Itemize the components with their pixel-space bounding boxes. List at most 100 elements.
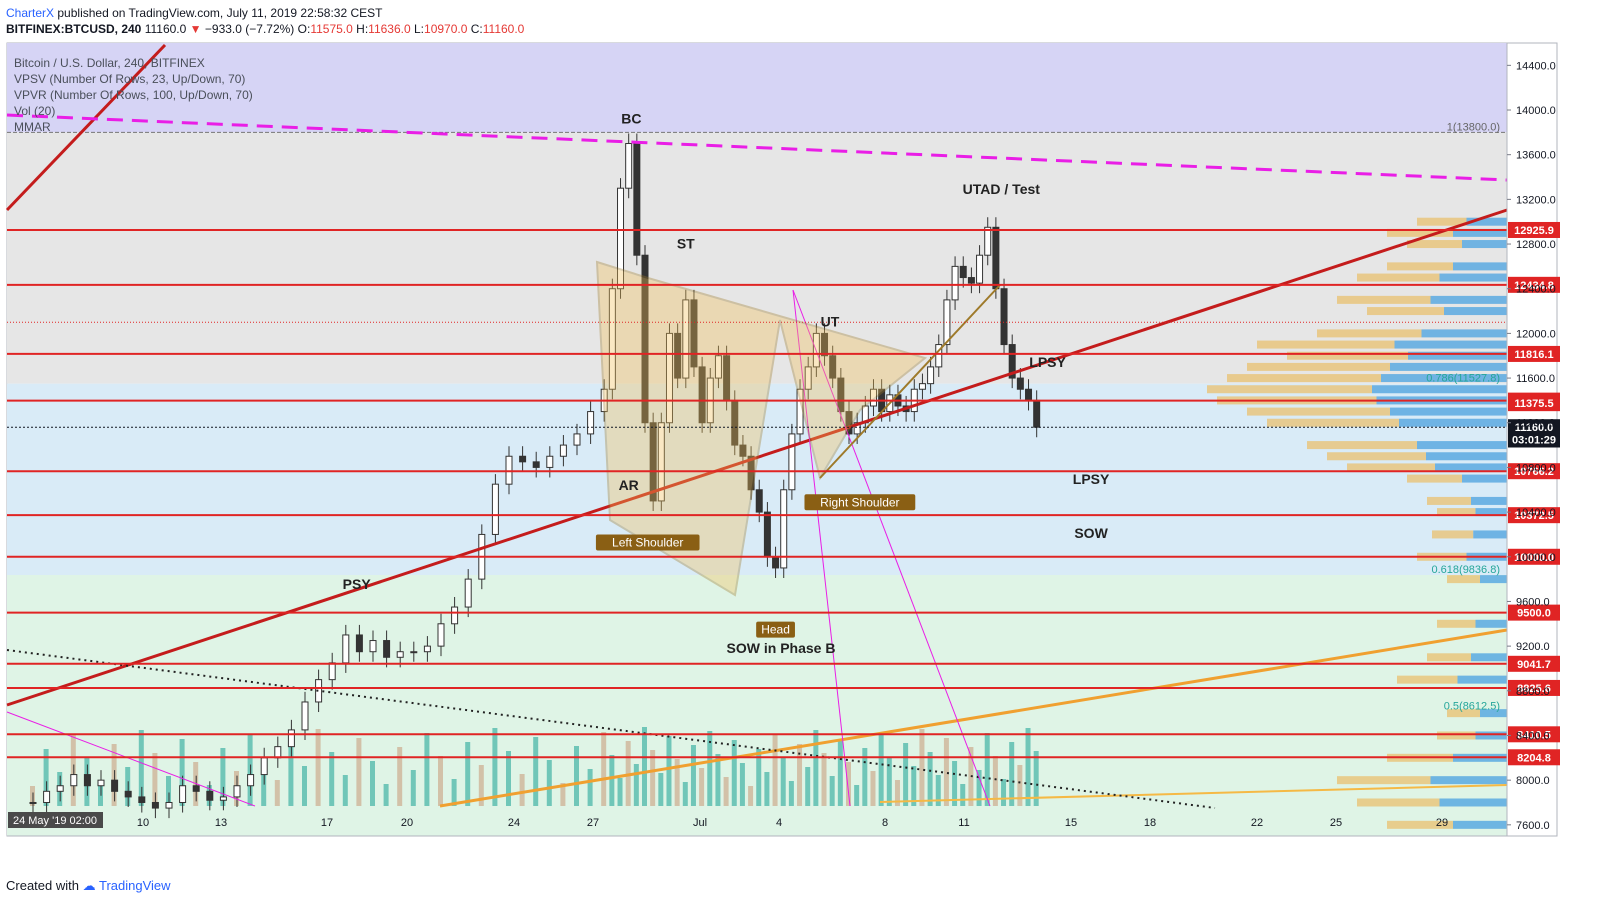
candle-body	[29, 801, 37, 804]
volume-bar	[601, 732, 607, 806]
volume-bar	[952, 761, 958, 806]
candle-body	[845, 411, 853, 435]
candle-body	[206, 790, 214, 801]
candle-body	[219, 796, 227, 801]
volume-bar	[519, 774, 525, 806]
candle-body	[1008, 344, 1016, 379]
volume-profile-row-up	[1397, 675, 1458, 684]
high-value: 11636.0	[368, 22, 411, 36]
yellow-trendline	[879, 784, 1508, 803]
legend-mmar[interactable]: MMAR	[14, 120, 51, 134]
candle-body	[165, 801, 173, 809]
volume-bar	[674, 759, 680, 806]
magenta-fan-line-2	[792, 289, 991, 807]
time-tick-label: 13	[215, 817, 227, 829]
candle-body	[967, 277, 975, 284]
price-chart[interactable]: 12925.912434.811816.111398.110766.210372…	[0, 0, 1620, 870]
low-label: L:	[414, 22, 425, 36]
fib-label: 0.618(9836.8)	[1432, 564, 1501, 576]
level-badge-label: 10766.2	[1514, 466, 1554, 478]
volume-bar	[43, 749, 49, 806]
volume-bar	[574, 746, 579, 806]
candle-body	[342, 634, 350, 664]
candle-body	[714, 355, 722, 379]
candle-body	[682, 299, 690, 379]
pattern-badge-label: Right Shoulder	[820, 495, 899, 509]
level-badge-label: 10000.0	[1514, 552, 1554, 564]
candle-body	[780, 489, 788, 569]
candle-body	[869, 388, 877, 407]
time-tick-label: 22	[1251, 817, 1263, 829]
price-tick-label: 10400.0	[1516, 507, 1556, 519]
volume-bar	[506, 751, 511, 806]
time-axis[interactable]: 24 May '19 02:00 10 13 17 20 24 27 Jul 4 8 11 15 18 2…	[7, 812, 1557, 837]
candle-body	[984, 226, 992, 256]
volume-bar	[179, 739, 185, 806]
volume-profile-row-down	[1466, 217, 1507, 226]
volume-profile-row-down	[1421, 329, 1507, 338]
time-tick-label: 17	[321, 817, 333, 829]
volume-bar	[410, 770, 416, 806]
volume-profile-row-up	[1387, 820, 1453, 829]
volume-profile-row-up	[1437, 731, 1476, 740]
candle-body	[829, 355, 837, 379]
level-badge-label: 8825.6	[1517, 683, 1551, 695]
legend-volume[interactable]: Vol (20)	[14, 104, 56, 118]
volume-bar	[699, 768, 705, 806]
legend-vpsv[interactable]: VPSV (Number Of Rows, 23, Up/Down, 70)	[14, 72, 246, 86]
candle-body	[519, 455, 527, 463]
legend-vpvr[interactable]: VPVR (Number Of Rows, 100, Up/Down, 70)	[14, 88, 253, 102]
volume-profile-row-up	[1437, 619, 1476, 628]
published-text: published on TradingView.com, July 11, 2…	[57, 6, 383, 20]
candle-body	[491, 483, 499, 535]
volume-bar	[424, 733, 430, 806]
candle-body	[657, 422, 665, 502]
volume-bar	[894, 780, 900, 806]
volume-bar	[533, 737, 539, 806]
candle-body	[763, 511, 771, 558]
pattern-badge-label: Head	[761, 623, 790, 637]
volume-profile-row-up	[1247, 407, 1390, 416]
volume-bar	[772, 735, 778, 806]
volume-profile-row-down	[1480, 709, 1507, 718]
volume-bar	[1001, 779, 1007, 806]
annotation-label: UTAD / Test	[963, 181, 1041, 197]
time-tick-label: 18	[1144, 817, 1156, 829]
volume-profile-row-up	[1427, 653, 1471, 662]
down-arrow-icon: ▼	[189, 22, 202, 36]
candle-body	[804, 366, 812, 390]
symbol-label: BITFINEX:BTCUSD, 240	[6, 22, 142, 36]
black-dotted-line	[6, 649, 1216, 809]
price-tick-label: 14000.0	[1516, 105, 1556, 117]
price-axis[interactable]: 7600.0 8000.0 8400.0 8800.0 9200.0 9600.0 1000…	[1506, 43, 1556, 836]
volume-profile-row-down	[1475, 508, 1507, 517]
time-tick-label: Jul	[693, 817, 707, 829]
tradingview-logo-icon[interactable]: ☁	[82, 878, 96, 893]
level-badge	[1508, 221, 1560, 238]
author-link[interactable]: CharterX	[6, 6, 55, 20]
annotation-label: LPSY	[1029, 354, 1066, 370]
candle-body	[56, 785, 64, 792]
volume-bar	[690, 745, 696, 806]
candle-body	[633, 143, 641, 256]
level-badge	[1508, 548, 1560, 565]
volume-profile-row-up	[1307, 441, 1417, 450]
legend-symbol[interactable]: Bitcoin / U.S. Dollar, 240, BITFINEX	[14, 56, 205, 70]
level-badge-label: 11816.1	[1514, 349, 1553, 361]
candle-body	[587, 411, 595, 435]
level-badge-label: 12434.8	[1514, 280, 1554, 292]
price-tick-label: 8400.0	[1516, 730, 1550, 742]
open-value: 11575.0	[310, 22, 353, 36]
candle-body	[451, 606, 459, 625]
tradingview-brand[interactable]: TradingView	[99, 878, 171, 893]
volume-profile-row-up	[1357, 273, 1440, 282]
volume-bar	[617, 778, 623, 806]
pattern-badge	[804, 494, 916, 511]
candle-body	[1016, 377, 1024, 390]
candle-body	[179, 785, 187, 803]
volume-profile-row-up	[1447, 709, 1480, 718]
candle-body	[674, 332, 682, 379]
candle-body	[532, 461, 540, 468]
annotation-label: ST	[677, 236, 695, 252]
level-badge	[1508, 726, 1560, 743]
